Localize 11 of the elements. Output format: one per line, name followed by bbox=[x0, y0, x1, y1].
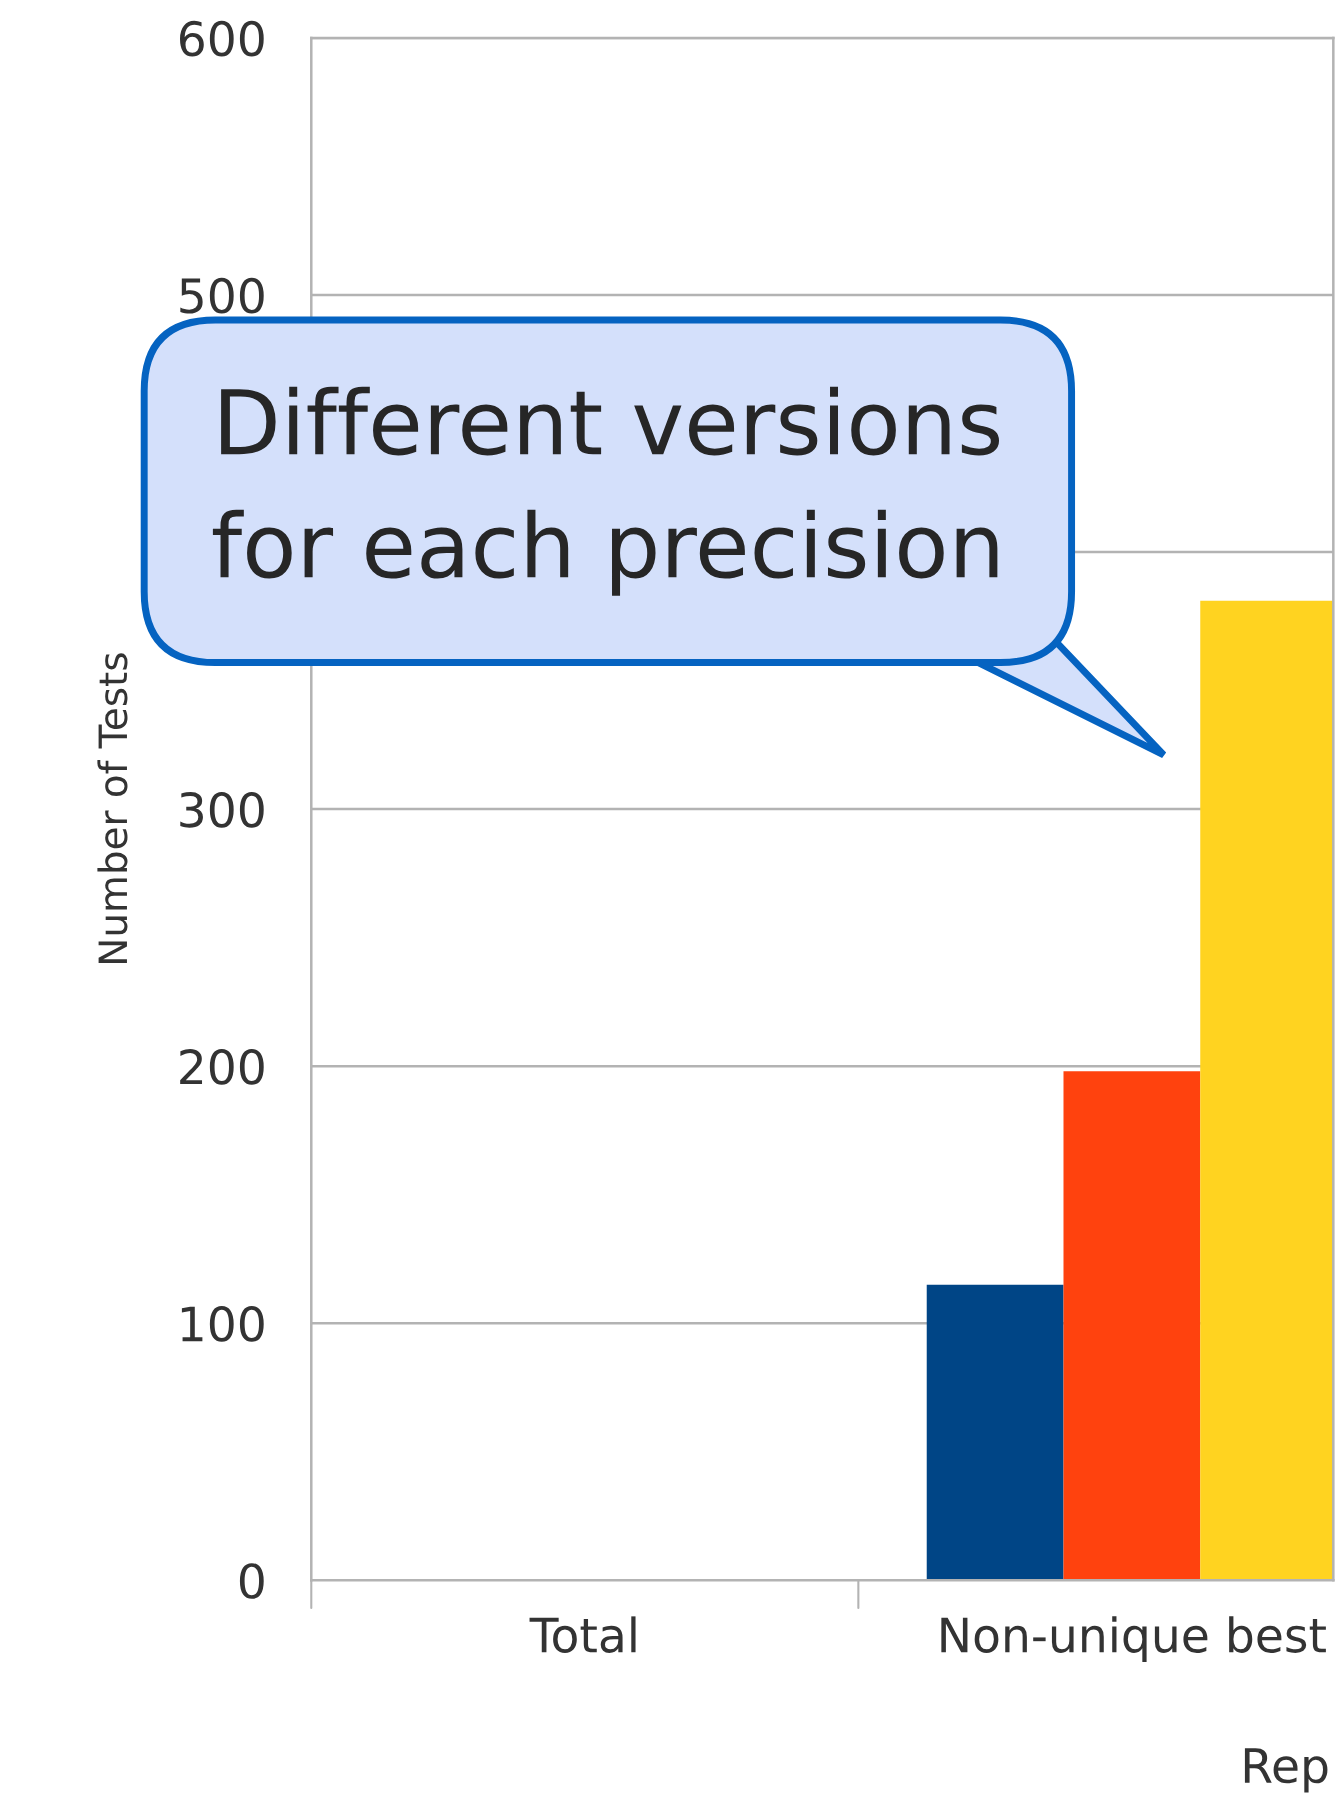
x-tick-label: Total bbox=[529, 1616, 636, 1653]
y-tick-label: 200 bbox=[180, 1049, 264, 1085]
y-tick-label: 500 bbox=[180, 277, 264, 314]
y-axis-title: Number of Tests bbox=[97, 653, 128, 963]
y-tick-label: 100 bbox=[181, 1306, 264, 1342]
x-axis-title: Rep bbox=[1244, 1748, 1328, 1793]
y-tick-label: 0 bbox=[239, 1563, 264, 1599]
annotation: Different versions for each precision bbox=[212, 386, 1000, 596]
y-tick-label: 600 bbox=[180, 20, 264, 57]
x-tick-label: Non-unique best bbox=[941, 1616, 1326, 1663]
y-tick-label: 300 bbox=[180, 791, 264, 828]
